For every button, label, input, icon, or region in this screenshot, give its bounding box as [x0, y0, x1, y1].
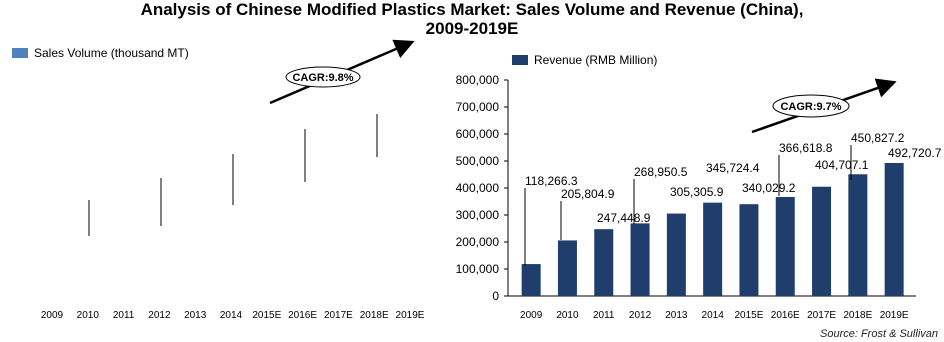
right-x-tick-label: 2009 [520, 310, 543, 321]
right-x-tick-label: 2010 [556, 310, 579, 321]
right-y-tick-label: 400,000 [456, 181, 500, 195]
right-legend-swatch [512, 55, 528, 65]
right-y-tick-label: 700,000 [456, 100, 500, 114]
revenue-data-label: 205,804.9 [561, 187, 615, 201]
revenue-bar [848, 174, 868, 296]
right-y-tick-label: 0 [492, 289, 499, 303]
left-x-tick-label: 2017E [324, 310, 353, 321]
right-y-tick-label: 600,000 [456, 127, 500, 141]
left-legend-swatch [12, 48, 28, 58]
left-x-tick-label: 2018E [360, 310, 389, 321]
right-legend-label: Revenue (RMB Million) [534, 53, 658, 67]
source-note: Source: Frost & Sullivan [820, 328, 938, 340]
right-x-tick-label: 2014 [702, 310, 725, 321]
left-legend: Sales Volume (thousand MT) [12, 46, 189, 60]
revenue-bar [884, 162, 904, 296]
revenue-bar [666, 213, 686, 296]
left-x-tick-label: 2015E [252, 310, 281, 321]
title-line-1: Analysis of Chinese Modified Plastics Ma… [140, 0, 804, 19]
right-x-tick-label: 2017E [807, 310, 836, 321]
right-cagr-label: CAGR:9.7% [780, 101, 841, 113]
left-x-tick-label: 2016E [288, 310, 317, 321]
revenue-bar [775, 197, 795, 296]
right-y-tick-label: 100,000 [456, 262, 500, 276]
revenue-bar [521, 264, 541, 296]
right-x-tick-label: 2019E [880, 310, 909, 321]
revenue-data-label: 247,448.9 [597, 211, 651, 225]
right-y-tick-label: 200,000 [456, 235, 500, 249]
left-x-tick-label: 2012 [148, 310, 171, 321]
right-x-tick-label: 2012 [629, 310, 652, 321]
right-x-tick-label: 2011 [593, 310, 615, 321]
right-x-tick-label: 2016E [771, 310, 800, 321]
revenue-data-label: 340,029.2 [742, 181, 796, 195]
revenue-bar [594, 229, 614, 296]
revenue-bar [703, 202, 723, 296]
revenue-data-label: 366,618.8 [779, 141, 833, 155]
right-y-tick-label: 800,000 [456, 73, 500, 87]
left-x-tick-label: 2014 [220, 310, 243, 321]
left-x-tick-label: 2010 [77, 310, 100, 321]
revenue-data-label: 450,827.2 [851, 131, 905, 145]
revenue-data-label: 305,305.9 [670, 185, 724, 199]
revenue-bar [557, 240, 577, 296]
left-cagr-label: CAGR:9.8% [292, 72, 353, 84]
left-x-tick-label: 2019E [396, 310, 425, 321]
left-x-tick-label: 2011 [113, 310, 135, 321]
right-y-tick-label: 500,000 [456, 154, 500, 168]
revenue-bar [812, 186, 832, 296]
right-x-tick-label: 2018E [843, 310, 872, 321]
right-x-tick-label: 2013 [665, 310, 688, 321]
revenue-data-label: 345,724.4 [706, 161, 760, 175]
revenue-data-label: 268,950.5 [634, 165, 688, 179]
right-x-tick-label: 2015E [734, 310, 763, 321]
revenue-bar [739, 204, 759, 296]
revenue-bar [630, 223, 650, 296]
revenue-data-label: 404,707.1 [815, 158, 869, 172]
left-cagr-bubble [285, 66, 361, 88]
right-y-tick-label: 300,000 [456, 208, 500, 222]
left-x-tick-label: 2013 [184, 310, 207, 321]
revenue-data-label: 492,720.7 [888, 146, 942, 160]
revenue-data-label: 118,266.3 [525, 174, 578, 188]
title-line-2: 2009-2019E [425, 19, 519, 38]
chart-title: Analysis of Chinese Modified Plastics Ma… [0, 0, 944, 38]
left-x-tick-label: 2009 [41, 310, 64, 321]
right-cagr-bubble [772, 94, 850, 118]
left-legend-label: Sales Volume (thousand MT) [34, 46, 189, 60]
right-legend: Revenue (RMB Million) [512, 53, 657, 67]
